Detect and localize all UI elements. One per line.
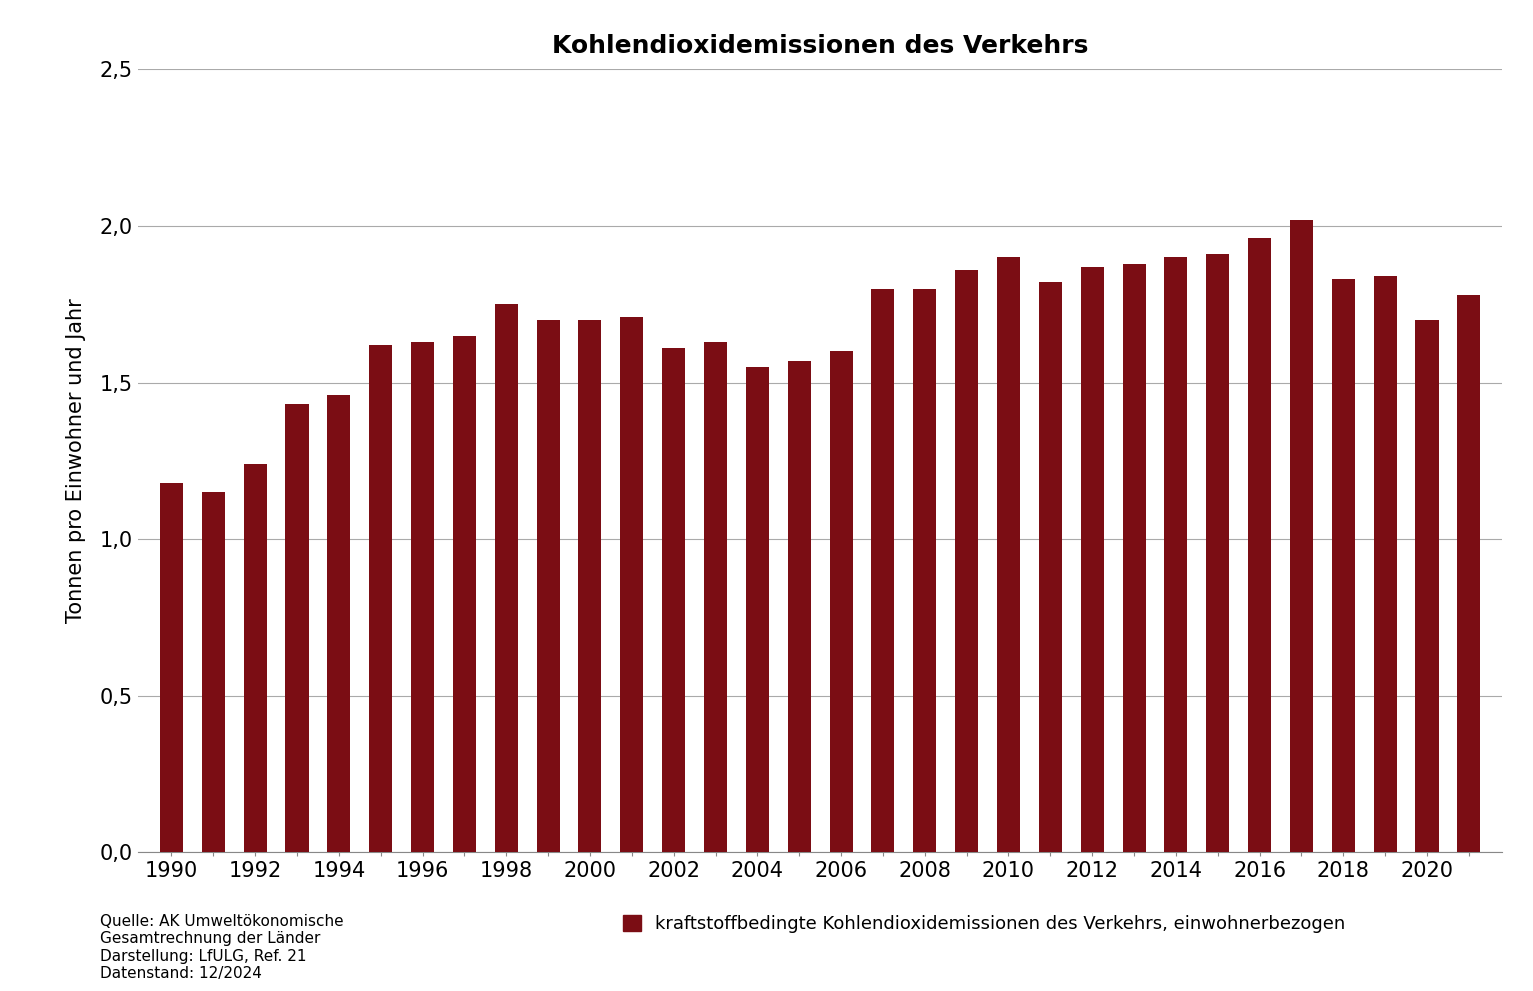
Bar	[495, 304, 518, 852]
Bar	[202, 493, 225, 852]
Bar	[159, 483, 182, 852]
Bar	[704, 342, 727, 852]
Bar	[1289, 220, 1312, 852]
Bar	[621, 317, 644, 852]
Bar	[578, 320, 601, 852]
Bar	[537, 320, 560, 852]
Bar	[1374, 276, 1397, 852]
Bar	[747, 367, 770, 852]
Title: Kohlendioxidemissionen des Verkehrs: Kohlendioxidemissionen des Verkehrs	[552, 34, 1088, 57]
Bar	[1081, 267, 1104, 852]
Bar	[829, 351, 852, 852]
Bar	[1122, 264, 1145, 852]
Bar	[1332, 279, 1355, 852]
Bar	[1165, 258, 1188, 852]
Bar	[871, 288, 894, 852]
Bar	[411, 342, 434, 852]
Bar	[955, 270, 978, 852]
Text: Quelle: AK Umweltökonomische
Gesamtrechnung der Länder
Darstellung: LfULG, Ref. : Quelle: AK Umweltökonomische Gesamtrechn…	[100, 914, 343, 981]
Bar	[1458, 295, 1481, 852]
Bar	[328, 395, 351, 852]
Legend: kraftstoffbedingte Kohlendioxidemissionen des Verkehrs, einwohnerbezogen: kraftstoffbedingte Kohlendioxidemissione…	[622, 915, 1346, 934]
Bar	[914, 288, 937, 852]
Bar	[1206, 254, 1229, 852]
Bar	[369, 345, 392, 852]
Bar	[1415, 320, 1438, 852]
Bar	[452, 336, 475, 852]
Bar	[662, 348, 685, 852]
Y-axis label: Tonnen pro Einwohner und Jahr: Tonnen pro Einwohner und Jahr	[66, 298, 86, 623]
Bar	[285, 404, 308, 852]
Bar	[244, 464, 267, 852]
Bar	[996, 258, 1019, 852]
Bar	[1039, 282, 1062, 852]
Bar	[788, 361, 811, 852]
Bar	[1248, 239, 1271, 852]
